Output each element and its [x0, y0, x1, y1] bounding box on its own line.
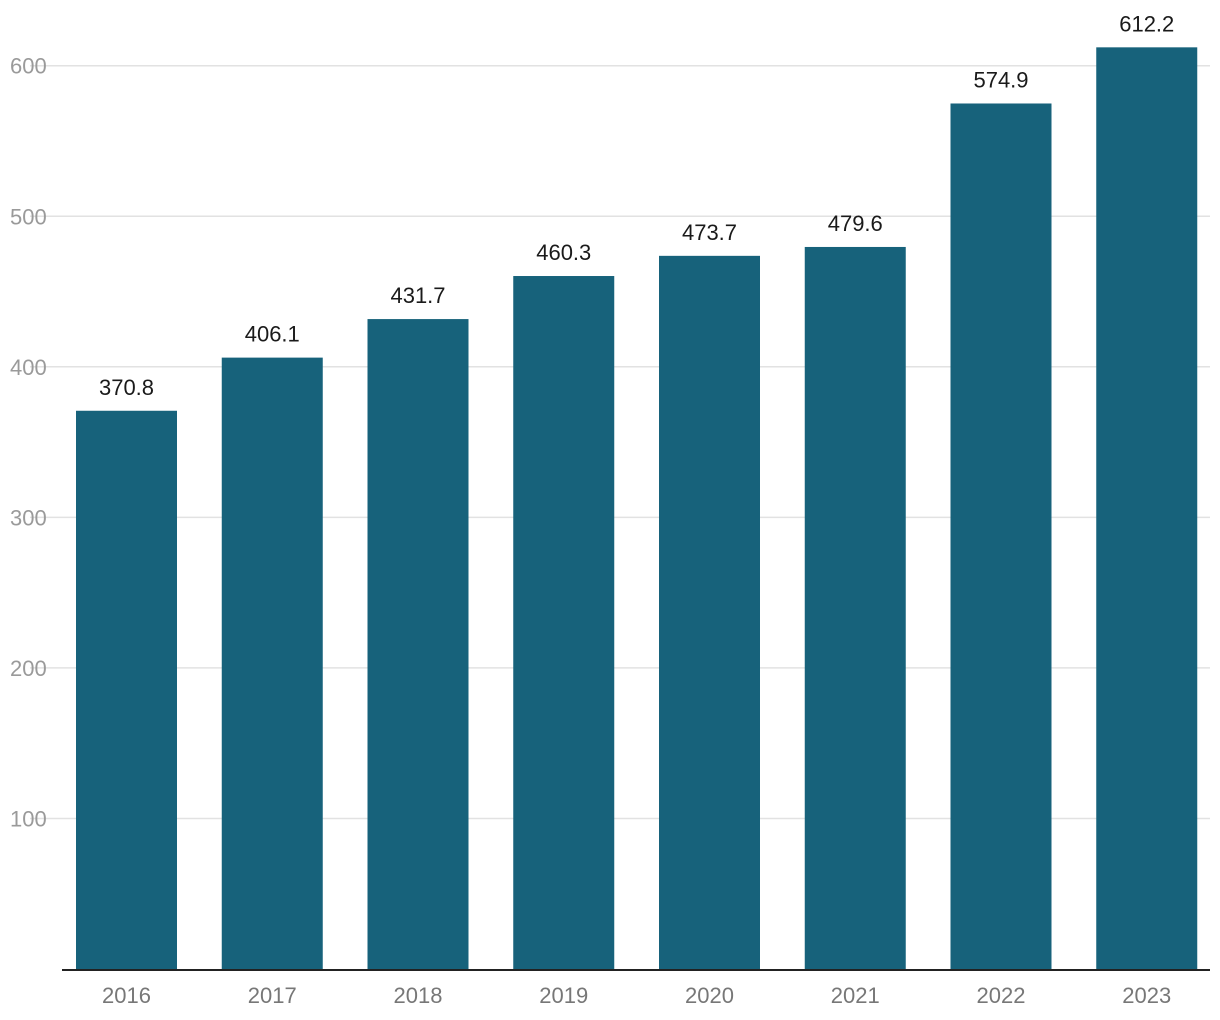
- bar-2018: [367, 319, 469, 969]
- x-tick-label-2019: 2019: [539, 983, 588, 1008]
- bar-2020: [659, 255, 760, 969]
- x-tick-label-2017: 2017: [248, 983, 297, 1008]
- data-label-2022: 574.9: [973, 67, 1028, 92]
- x-tick-label-2020: 2020: [685, 983, 734, 1008]
- data-label-2016: 370.8: [99, 375, 154, 400]
- bars: [76, 47, 1198, 970]
- x-axis: 2016 2017 2018 2019 2020 2021 2022 2023: [62, 969, 1210, 1008]
- x-tick-label-2021: 2021: [831, 983, 880, 1008]
- y-tick-label: 400: [10, 355, 47, 380]
- bar-2019: [513, 276, 615, 970]
- data-label-2020: 473.7: [682, 220, 737, 245]
- y-tick-label: 600: [10, 54, 47, 79]
- y-tick-label: 200: [10, 656, 47, 681]
- data-labels: 370.8 406.1 431.7 460.3 473.7 479.6 574.9 612.2: [99, 11, 1174, 399]
- bar-2017: [221, 357, 323, 969]
- data-label-2021: 479.6: [828, 211, 883, 236]
- x-tick-label-2016: 2016: [102, 983, 151, 1008]
- x-tick-label-2018: 2018: [394, 983, 443, 1008]
- bar-2023: [1096, 47, 1198, 970]
- bar-2016: [76, 410, 177, 969]
- data-label-2023: 612.2: [1119, 11, 1174, 36]
- y-tick-label: 500: [10, 204, 47, 229]
- bar-2022: [950, 103, 1052, 970]
- data-label-2017: 406.1: [245, 322, 300, 347]
- y-axis: 100 200 300 400 500 600: [10, 54, 47, 832]
- bar-2021: [804, 246, 906, 969]
- y-tick-label: 100: [10, 806, 47, 831]
- y-tick-label: 300: [10, 505, 47, 530]
- x-tick-label-2022: 2022: [977, 983, 1026, 1008]
- data-label-2019: 460.3: [536, 240, 591, 265]
- data-label-2018: 431.7: [390, 283, 445, 308]
- x-tick-label-2023: 2023: [1122, 983, 1171, 1008]
